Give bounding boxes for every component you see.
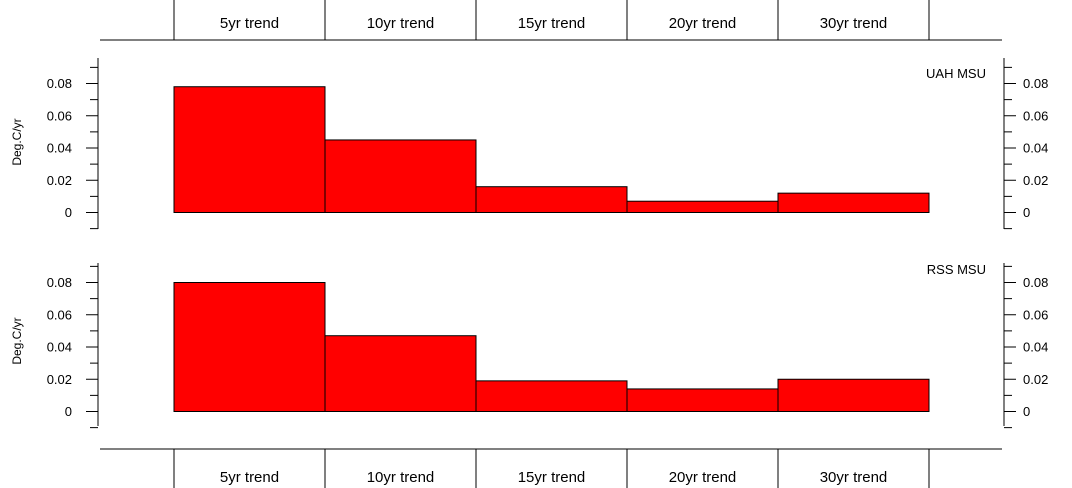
category-label: 5yr trend — [220, 15, 279, 32]
panel-rss-msu: 0 0.02 0.04 0.06 0.08 0 0.02 0.04 0.06 0.08 RSS … — [10, 262, 1048, 429]
category-label: 15yr trend — [518, 469, 586, 486]
bar — [777, 378, 930, 412]
y-tick-label: 0.06 — [47, 307, 72, 322]
y-tick-label: 0.02 — [47, 173, 72, 188]
y-tick-label: 0 — [1023, 404, 1030, 419]
y-tick-label: 0.06 — [1023, 307, 1048, 322]
y-tick-label: 0.02 — [1023, 372, 1048, 387]
y-tick-label: 0.08 — [47, 275, 72, 290]
y-tick-label: 0.06 — [1023, 108, 1048, 123]
category-label: 10yr trend — [367, 15, 435, 32]
category-label: 20yr trend — [669, 469, 737, 486]
y-tick-label: 0.08 — [47, 76, 72, 91]
bar — [626, 388, 779, 412]
category-label: 5yr trend — [220, 469, 279, 486]
bar — [475, 380, 628, 412]
y-tick-label: 0.04 — [1023, 141, 1048, 156]
bar — [173, 86, 326, 213]
panel-uah-msu: 0 0.02 0.04 0.06 0.08 0 0.02 0.04 0.06 0.08 UAH … — [10, 58, 1048, 230]
bar — [777, 192, 930, 213]
bar — [475, 186, 628, 213]
y-tick-label: 0 — [1023, 205, 1030, 220]
bar — [324, 335, 477, 412]
category-label: 30yr trend — [820, 15, 888, 32]
y-tick-label: 0.04 — [1023, 340, 1048, 355]
y-tick-label: 0 — [65, 404, 72, 419]
y-tick-label: 0.08 — [1023, 76, 1048, 91]
y-tick-label: 0.04 — [47, 340, 72, 355]
category-label: 10yr trend — [367, 469, 435, 486]
panel-title: UAH MSU — [926, 66, 986, 81]
panel-title: RSS MSU — [927, 262, 986, 277]
bar — [324, 139, 477, 213]
y-axis-label: Deg.C/yr — [10, 118, 24, 165]
bar — [173, 282, 326, 412]
category-label: 20yr trend — [669, 15, 737, 32]
y-axis-label: Deg.C/yr — [10, 317, 24, 364]
y-tick-label: 0.02 — [47, 372, 72, 387]
y-tick-label: 0.08 — [1023, 275, 1048, 290]
category-label: 15yr trend — [518, 15, 586, 32]
category-label: 30yr trend — [820, 469, 888, 486]
y-tick-label: 0 — [65, 205, 72, 220]
y-tick-label: 0.04 — [47, 141, 72, 156]
y-tick-label: 0.06 — [47, 108, 72, 123]
bar — [626, 200, 779, 213]
y-tick-label: 0.02 — [1023, 173, 1048, 188]
